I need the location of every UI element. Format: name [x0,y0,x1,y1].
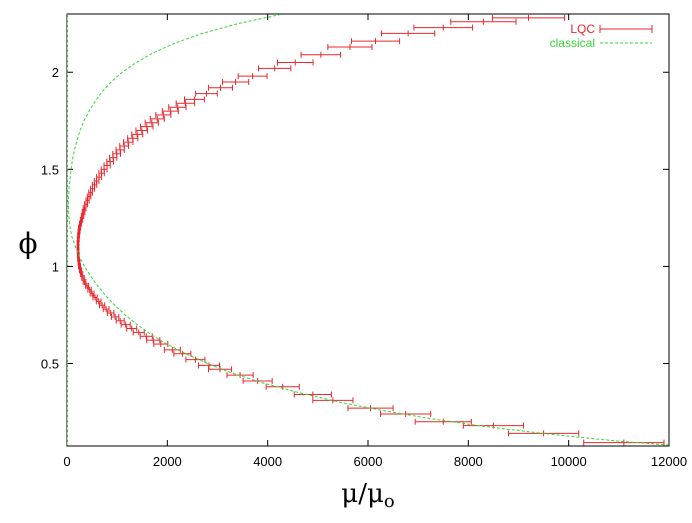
data-point [237,73,268,80]
data-point [183,96,205,103]
data-point [140,123,154,130]
y-tick-label: 1.5 [41,162,59,177]
data-point [207,366,233,373]
data-point [106,158,115,165]
data-point [112,150,122,157]
data-point [126,325,138,332]
legend-label-classical: classical [550,36,595,50]
data-point [95,298,102,305]
data-point [135,127,149,134]
data-point [491,14,566,21]
data-point [208,84,233,91]
data-point [149,115,165,122]
data-point [119,143,130,150]
y-tick-label: 2 [52,65,59,80]
y-axis-ticks: 0.5 1 1.5 2 [41,65,669,371]
plot-frame [66,13,670,447]
data-point [102,306,110,313]
x-tick-label: 10000 [551,454,587,469]
legend-label-lqc: LQC [570,22,595,36]
data-point [99,302,106,309]
data-point [89,290,95,297]
y-tick-label: 1 [52,259,59,274]
x-tick-label: 8000 [454,454,483,469]
data-point [153,341,169,348]
series-lqc [76,14,665,446]
data-point [414,418,472,425]
x-tick-label: 0 [63,454,70,469]
data-point [327,44,373,51]
data-point [161,108,179,115]
x-tick-label: 6000 [354,454,383,469]
data-point [106,310,115,317]
x-tick-label: 2000 [153,454,182,469]
data-point [146,337,161,344]
data-point [168,104,187,111]
x-axis-title-subscript: o [384,491,395,512]
data-point [127,135,139,142]
y-axis-title: ϕ [18,227,37,260]
data-point [312,397,354,404]
data-point [300,51,342,58]
series-classical [68,14,669,446]
data-point [265,383,300,390]
data-point [111,313,120,320]
data-point [120,321,131,328]
data-point [276,59,314,66]
data-point [92,294,98,301]
data-point [132,329,145,336]
legend: LQC classical [550,22,653,50]
data-point [185,356,206,363]
data-point [115,317,125,324]
x-tick-label: 4000 [253,454,282,469]
data-point [79,271,84,278]
data-point [175,100,196,107]
data-point [258,65,292,72]
x-axis-title: μ/μo [341,479,394,512]
series-layer [67,14,669,446]
data-point [450,18,517,25]
data-point [131,131,144,138]
data-point [139,333,153,340]
data-point [115,146,125,153]
data-point [144,119,159,126]
data-point [381,30,436,37]
series-line [68,14,669,446]
data-point [583,439,665,446]
y-tick-label: 0.5 [41,356,59,371]
data-point [350,38,401,45]
data-point [413,24,474,31]
x-tick-label: 12000 [651,454,687,469]
x-axis-ticks: 0 2000 4000 6000 8000 10000 12000 [63,14,687,469]
data-point [122,139,134,146]
data-point [197,362,221,369]
data-point [221,78,250,85]
x-axis-title-main: μ/μ [341,479,384,509]
data-point [87,286,92,293]
data-point [195,90,218,97]
data-point [155,111,172,118]
data-point [293,391,332,398]
